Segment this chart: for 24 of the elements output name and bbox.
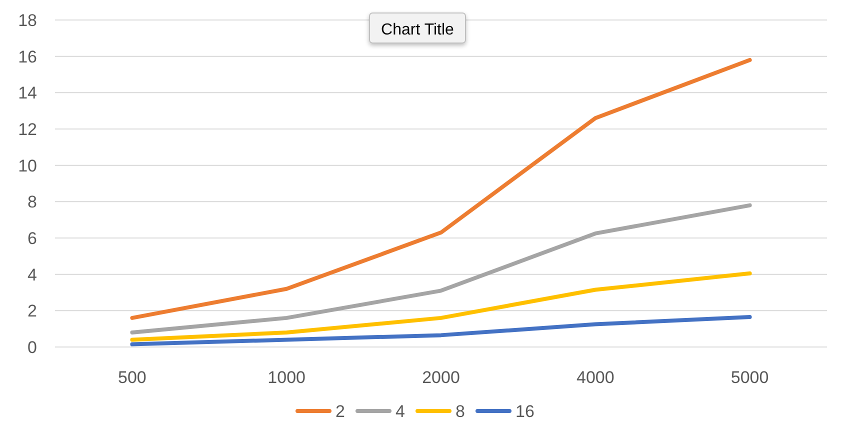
legend-label: 2	[336, 402, 345, 421]
y-tick-label: 4	[28, 265, 37, 284]
legend-label: 16	[516, 402, 534, 421]
line-series	[130, 271, 752, 342]
y-tick-label: 16	[18, 47, 37, 66]
line-series	[130, 58, 752, 320]
y-tick-label: 14	[18, 84, 37, 103]
y-tick-label: 8	[28, 192, 37, 212]
x-tick-label: 2000	[422, 368, 460, 387]
line-series	[130, 203, 752, 334]
line-series	[130, 315, 752, 346]
y-tick-label: 18	[18, 10, 37, 30]
y-tick-label: 6	[28, 228, 37, 248]
x-tick-label: 4000	[576, 368, 614, 387]
legend-label: 4	[396, 402, 405, 421]
y-tick-label: 10	[18, 156, 37, 176]
chart-title: Chart Title	[381, 22, 454, 39]
y-tick-label: 12	[18, 120, 37, 139]
x-tick-label: 5000	[730, 368, 769, 387]
y-tick-label: 2	[28, 302, 37, 321]
legend-label: 8	[456, 402, 465, 421]
x-tick-label: 1000	[268, 368, 306, 387]
x-tick-label: 500	[118, 368, 146, 387]
y-tick-label: 0	[28, 338, 37, 357]
